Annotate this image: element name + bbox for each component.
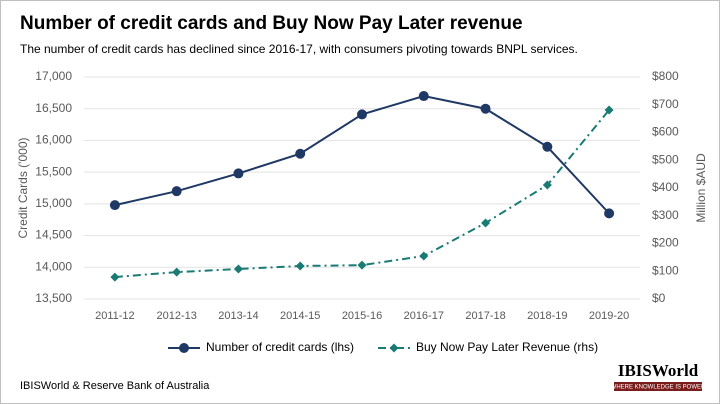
marker [542,180,552,190]
y-axis-label: Credit Cards ('000) [16,138,30,239]
y2-tick-label: $200 [652,236,679,250]
marker [604,208,615,219]
legend-label: Buy Now Pay Later Revenue (rhs) [416,340,598,354]
marker [171,186,182,197]
source: IBISWorld & Reserve Bank of Australia [20,380,210,392]
y2-tick-label: $400 [652,180,679,194]
marker [481,218,491,228]
marker [480,103,491,114]
x-tick-label: 2016-17 [404,310,444,322]
y-tick-label: 16,000 [35,133,72,147]
marker [172,267,182,277]
marker [295,148,306,159]
chart-subtitle: The number of credit cards has declined … [20,42,578,56]
y-tick-label: 16,500 [35,101,72,115]
marker [110,272,120,282]
marker [542,141,553,152]
y2-tick-label: $300 [652,208,679,222]
x-tick-label: 2012-13 [156,310,196,322]
x-tick-label: 2014-15 [280,310,320,322]
y2-tick-label: $0 [652,291,666,305]
y2-tick-label: $700 [652,97,679,111]
marker [295,261,305,271]
y2-axis-label: Million $AUD [694,153,708,223]
y2-tick-label: $500 [652,152,679,166]
x-tick-label: 2015-16 [342,310,382,322]
marker [357,109,367,120]
y-tick-label: 17,000 [35,69,72,83]
y-tick-label: 13,500 [35,291,72,305]
marker [179,343,189,353]
y2-tick-label: $100 [652,263,679,277]
marker [418,91,429,102]
x-tick-label: 2013-14 [218,310,258,322]
marker [233,168,244,179]
chart-title: Number of credit cards and Buy Now Pay L… [20,13,523,34]
marker [109,200,120,211]
logo-name: IBISWorld [618,361,699,380]
marker [604,105,614,115]
y2-tick-label: $800 [652,69,679,83]
logo-band [614,382,702,391]
x-tick-label: 2017-18 [465,310,505,322]
y-tick-label: 15,500 [35,164,72,178]
legend-label: Number of credit cards (lhs) [206,340,354,354]
marker [233,264,243,274]
y-tick-label: 14,000 [35,259,72,273]
y2-tick-label: $600 [652,125,679,139]
x-tick-label: 2018-19 [527,310,567,322]
marker [389,343,399,353]
marker [419,251,429,261]
logo-tagline: WHERE KNOWLEDGE IS POWER [611,385,706,391]
x-tick-label: 2019-20 [589,310,629,322]
y-tick-label: 14,500 [35,228,72,242]
marker [357,260,367,270]
y-tick-label: 15,000 [35,196,72,210]
x-tick-label: 2011-12 [95,310,135,322]
